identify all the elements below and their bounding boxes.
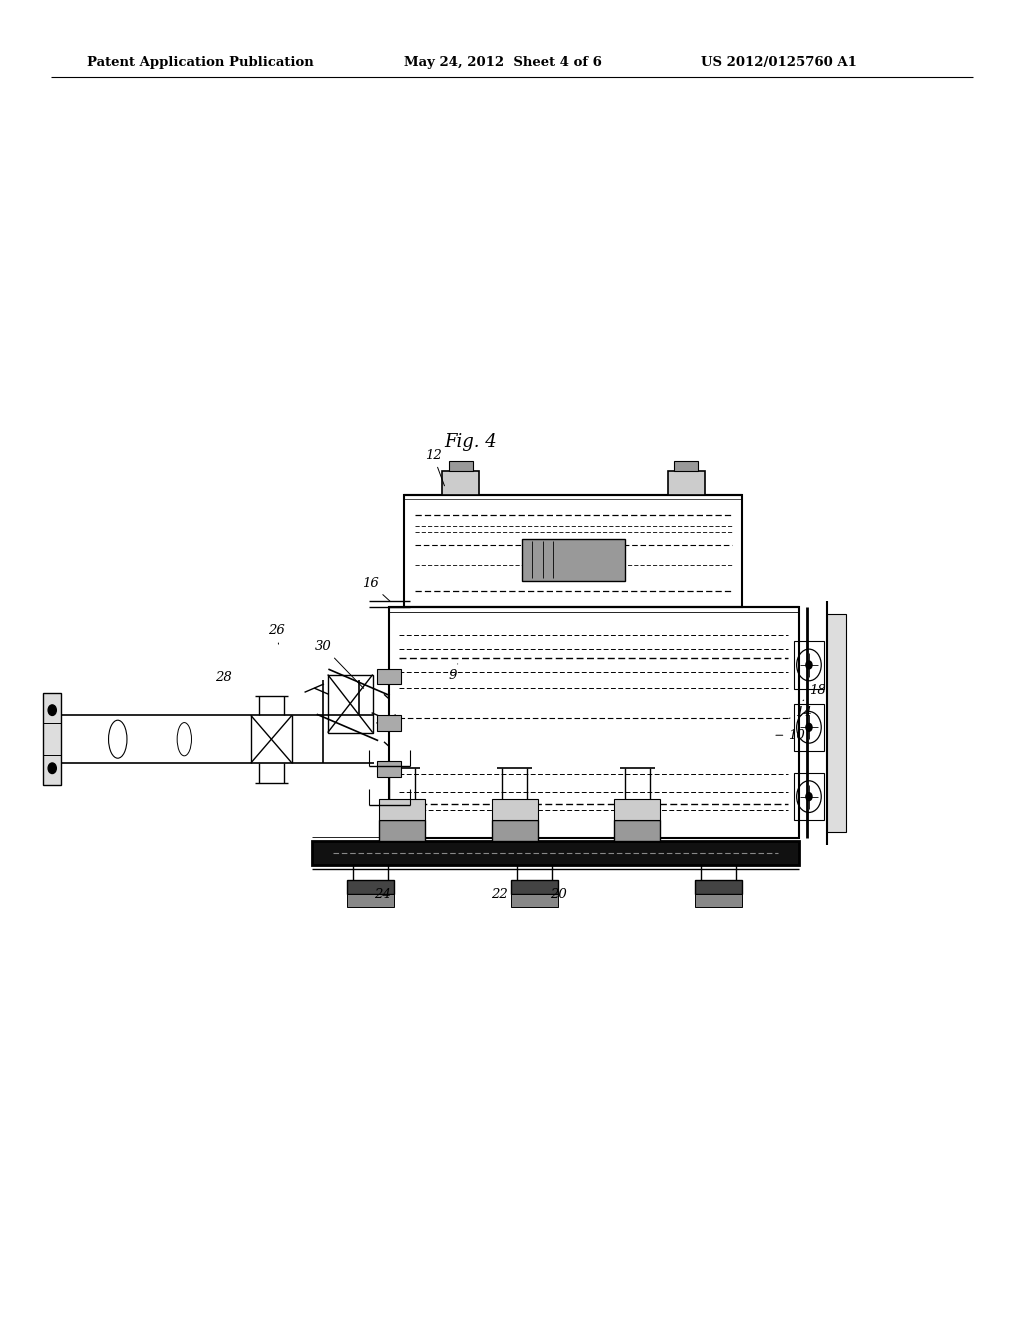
Bar [511, 880, 558, 894]
Bar [794, 704, 824, 751]
Circle shape [806, 792, 812, 800]
Bar [794, 642, 824, 689]
Bar [377, 715, 401, 731]
Bar [379, 820, 425, 841]
Bar [695, 894, 742, 907]
Text: 30: 30 [315, 640, 364, 688]
Text: Patent Application Publication: Patent Application Publication [87, 55, 313, 69]
Bar [449, 461, 473, 471]
Text: 9: 9 [449, 664, 458, 682]
Text: 14: 14 [790, 706, 812, 719]
Bar [43, 693, 61, 785]
Circle shape [806, 661, 812, 669]
Bar [379, 799, 425, 820]
Circle shape [48, 763, 56, 774]
Bar [442, 471, 479, 495]
Bar [695, 880, 742, 894]
Circle shape [48, 705, 56, 715]
Text: 10: 10 [776, 729, 805, 742]
Bar [614, 820, 660, 841]
Text: US 2012/0125760 A1: US 2012/0125760 A1 [701, 55, 857, 69]
Text: May 24, 2012  Sheet 4 of 6: May 24, 2012 Sheet 4 of 6 [404, 55, 602, 69]
Bar [492, 820, 538, 841]
Bar [614, 799, 660, 820]
Text: 26: 26 [268, 624, 285, 644]
Text: 28: 28 [215, 671, 231, 684]
Bar [511, 894, 558, 907]
Bar [404, 495, 742, 607]
Text: 20: 20 [550, 888, 566, 902]
Bar [668, 471, 705, 495]
Text: 12: 12 [425, 449, 444, 486]
Bar [347, 894, 394, 907]
Bar [794, 774, 824, 821]
Bar [328, 675, 373, 733]
Text: 16: 16 [362, 577, 390, 602]
Bar [377, 760, 401, 776]
Text: Fig. 4: Fig. 4 [444, 433, 498, 451]
Bar [347, 880, 394, 894]
Text: 22: 22 [492, 888, 508, 902]
Bar [377, 668, 401, 684]
Bar [389, 607, 799, 838]
Text: 18: 18 [803, 684, 825, 701]
Text: 24: 24 [374, 888, 390, 902]
Bar [674, 461, 698, 471]
Bar [827, 614, 846, 832]
Circle shape [806, 723, 812, 731]
Bar [492, 799, 538, 820]
Bar [522, 539, 625, 581]
Bar [312, 841, 799, 865]
